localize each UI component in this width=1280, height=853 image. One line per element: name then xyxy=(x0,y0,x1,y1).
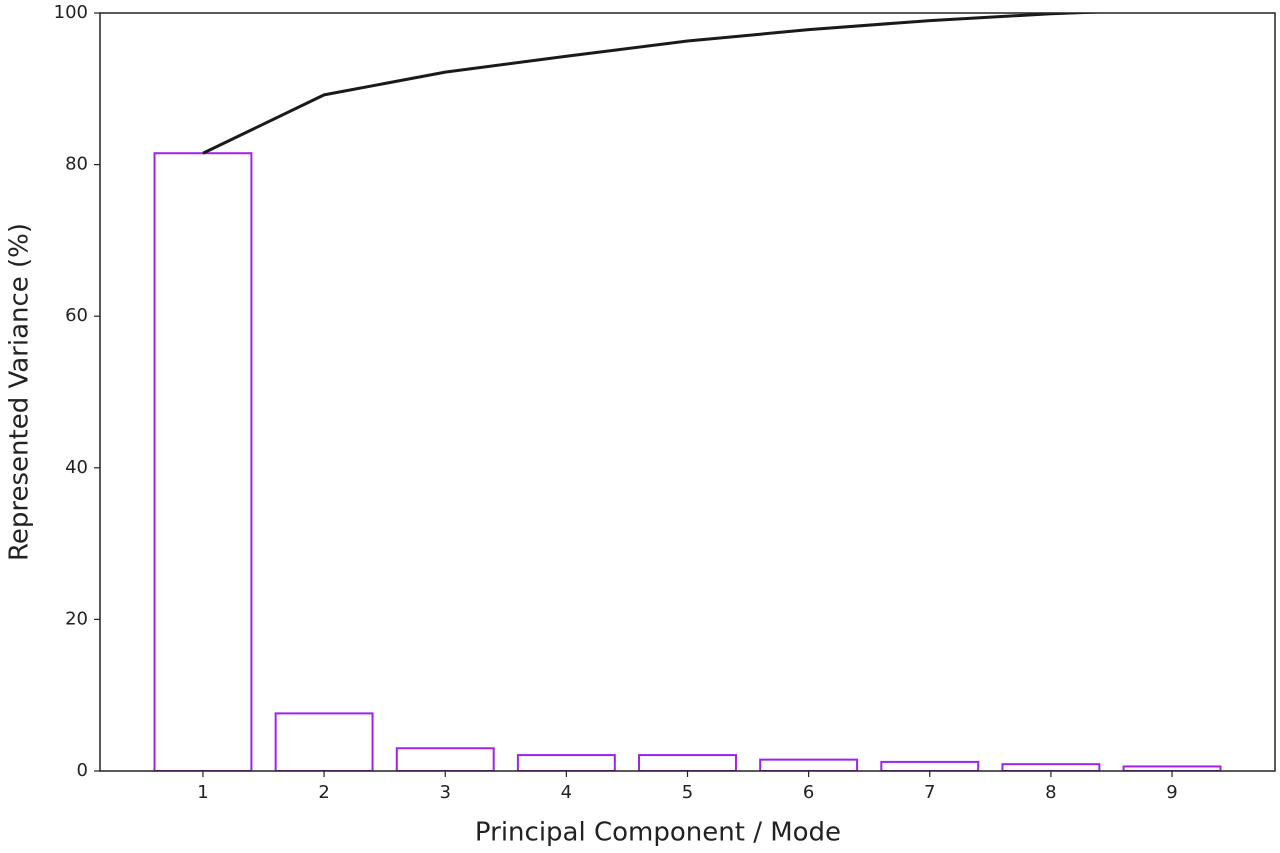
x-tick-label: 6 xyxy=(803,782,814,803)
y-tick-label: 40 xyxy=(65,457,88,478)
bar xyxy=(759,758,859,771)
x-tick-label: 4 xyxy=(561,782,572,803)
bar xyxy=(395,747,495,771)
x-tick-label: 9 xyxy=(1166,782,1177,803)
x-tick-label: 1 xyxy=(197,782,208,803)
y-tick-label: 80 xyxy=(65,154,88,175)
bar xyxy=(1122,765,1222,771)
bar xyxy=(274,712,374,771)
bar xyxy=(1001,763,1101,771)
y-tick-label: 60 xyxy=(65,305,88,326)
cumulative-line xyxy=(202,13,1112,155)
x-tick-label: 2 xyxy=(318,782,329,803)
x-tick-label: 5 xyxy=(682,782,693,803)
bar xyxy=(638,754,737,771)
y-tick-label: 0 xyxy=(77,760,88,781)
bar xyxy=(516,754,616,771)
bar xyxy=(880,760,980,771)
y-tick-label: 20 xyxy=(65,608,88,629)
x-tick-label: 3 xyxy=(440,782,451,803)
y-axis-label: Represented Variance (%) xyxy=(5,223,35,561)
x-axis-label: Principal Component / Mode xyxy=(475,818,841,848)
x-tick-label: 8 xyxy=(1045,782,1056,803)
plot-area xyxy=(153,13,1222,771)
bar xyxy=(153,152,253,771)
y-tick-label: 100 xyxy=(54,2,88,23)
x-tick-label: 7 xyxy=(924,782,935,803)
plot-frame xyxy=(99,12,1276,772)
